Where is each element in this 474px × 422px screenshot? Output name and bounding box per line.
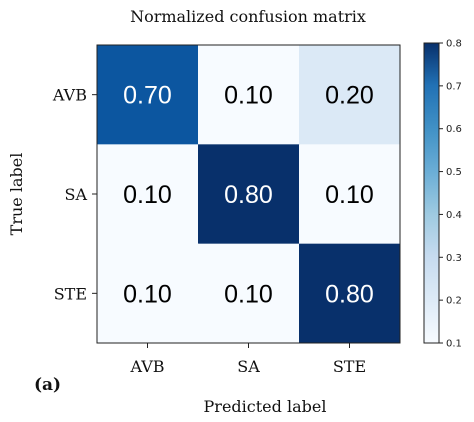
heatmap-cell — [97, 144, 199, 245]
chart-title: Normalized confusion matrix — [130, 7, 366, 26]
y-axis-label: True label — [7, 153, 26, 236]
heatmap-cell — [97, 243, 199, 344]
x-tick-label: AVB — [129, 357, 164, 376]
cell-value-label: 0.70 — [123, 82, 172, 110]
x-tick-label: SA — [237, 357, 260, 376]
colorbar-tick-label: 0.8 — [446, 39, 462, 50]
colorbar-tick-label: 0.7 — [446, 81, 462, 92]
cell-value-label: 0.80 — [224, 181, 273, 209]
heatmap-cell — [299, 243, 401, 344]
colorbar-tick-label: 0.2 — [446, 296, 462, 307]
cell-value-label: 0.10 — [224, 82, 273, 110]
heatmap-cell — [299, 144, 401, 245]
cell-value-label: 0.10 — [325, 181, 374, 209]
colorbar-tick-label: 0.1 — [446, 339, 462, 350]
cell-value-label: 0.20 — [325, 82, 374, 110]
heatmap-cell — [299, 45, 401, 145]
cell-value-label: 0.80 — [325, 280, 374, 308]
axis-ticks — [92, 94, 350, 348]
colorbar — [423, 42, 440, 344]
heatmap-cell — [198, 45, 300, 145]
x-tick-label: STE — [333, 357, 366, 376]
matrix-cells: 0.70 0.10 0.20 0.10 0.80 0.10 0.10 0.10 0.80 — [97, 45, 401, 344]
cell-value-label: 0.10 — [123, 181, 172, 209]
colorbar-ticks: 0.1 0.2 0.3 0.4 0.5 0.6 0.7 0.8 — [439, 39, 462, 350]
y-tick-label: STE — [54, 284, 87, 303]
y-tick-label: SA — [64, 185, 87, 204]
colorbar-tick-label: 0.3 — [446, 253, 462, 264]
heatmap-cell — [97, 45, 199, 145]
colorbar-tick-label: 0.4 — [446, 210, 462, 221]
y-tick-label: AVB — [52, 86, 87, 105]
heatmap-cell — [198, 243, 300, 344]
heatmap-cell — [198, 144, 300, 245]
cell-value-label: 0.10 — [224, 280, 273, 308]
cell-value-label: 0.10 — [123, 280, 172, 308]
colorbar-tick-label: 0.6 — [446, 124, 462, 135]
panel-label: (a) — [34, 375, 61, 395]
tick-labels: AVB SA STE AVB SA STE — [52, 86, 366, 376]
x-axis-label: Predicted label — [204, 397, 327, 416]
colorbar-tick-label: 0.5 — [446, 167, 462, 178]
